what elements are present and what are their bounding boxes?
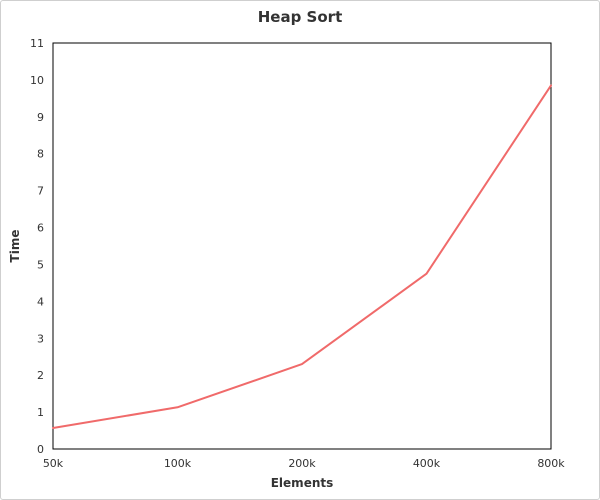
x-tick-label: 50k — [43, 457, 64, 470]
y-tick-label: 0 — [37, 443, 44, 456]
x-tick-label: 400k — [413, 457, 441, 470]
x-axis-title: Elements — [271, 476, 334, 490]
y-tick-label: 3 — [37, 332, 44, 345]
x-tick-label: 100k — [164, 457, 192, 470]
y-axis-title: Time — [8, 230, 22, 263]
x-tick-label: 800k — [537, 457, 565, 470]
series-line — [52, 84, 552, 429]
y-tick-label: 1 — [37, 406, 44, 419]
y-tick-label: 7 — [37, 185, 44, 198]
x-axis-ticks: 50k 100k 200k 400k 800k — [43, 457, 565, 470]
y-tick-label: 2 — [37, 369, 44, 382]
y-tick-label: 9 — [37, 111, 44, 124]
x-tick-label: 200k — [288, 457, 316, 470]
y-tick-label: 11 — [30, 37, 44, 50]
y-tick-label: 10 — [30, 74, 44, 87]
y-tick-label: 8 — [37, 148, 44, 161]
y-axis-ticks: 0 1 2 3 4 5 6 7 8 9 10 11 — [30, 37, 44, 456]
plot-area — [52, 42, 552, 450]
chart-title: Heap Sort — [257, 8, 343, 26]
y-tick-label: 5 — [37, 258, 44, 271]
y-tick-label: 6 — [37, 222, 44, 235]
y-tick-label: 4 — [37, 295, 44, 308]
